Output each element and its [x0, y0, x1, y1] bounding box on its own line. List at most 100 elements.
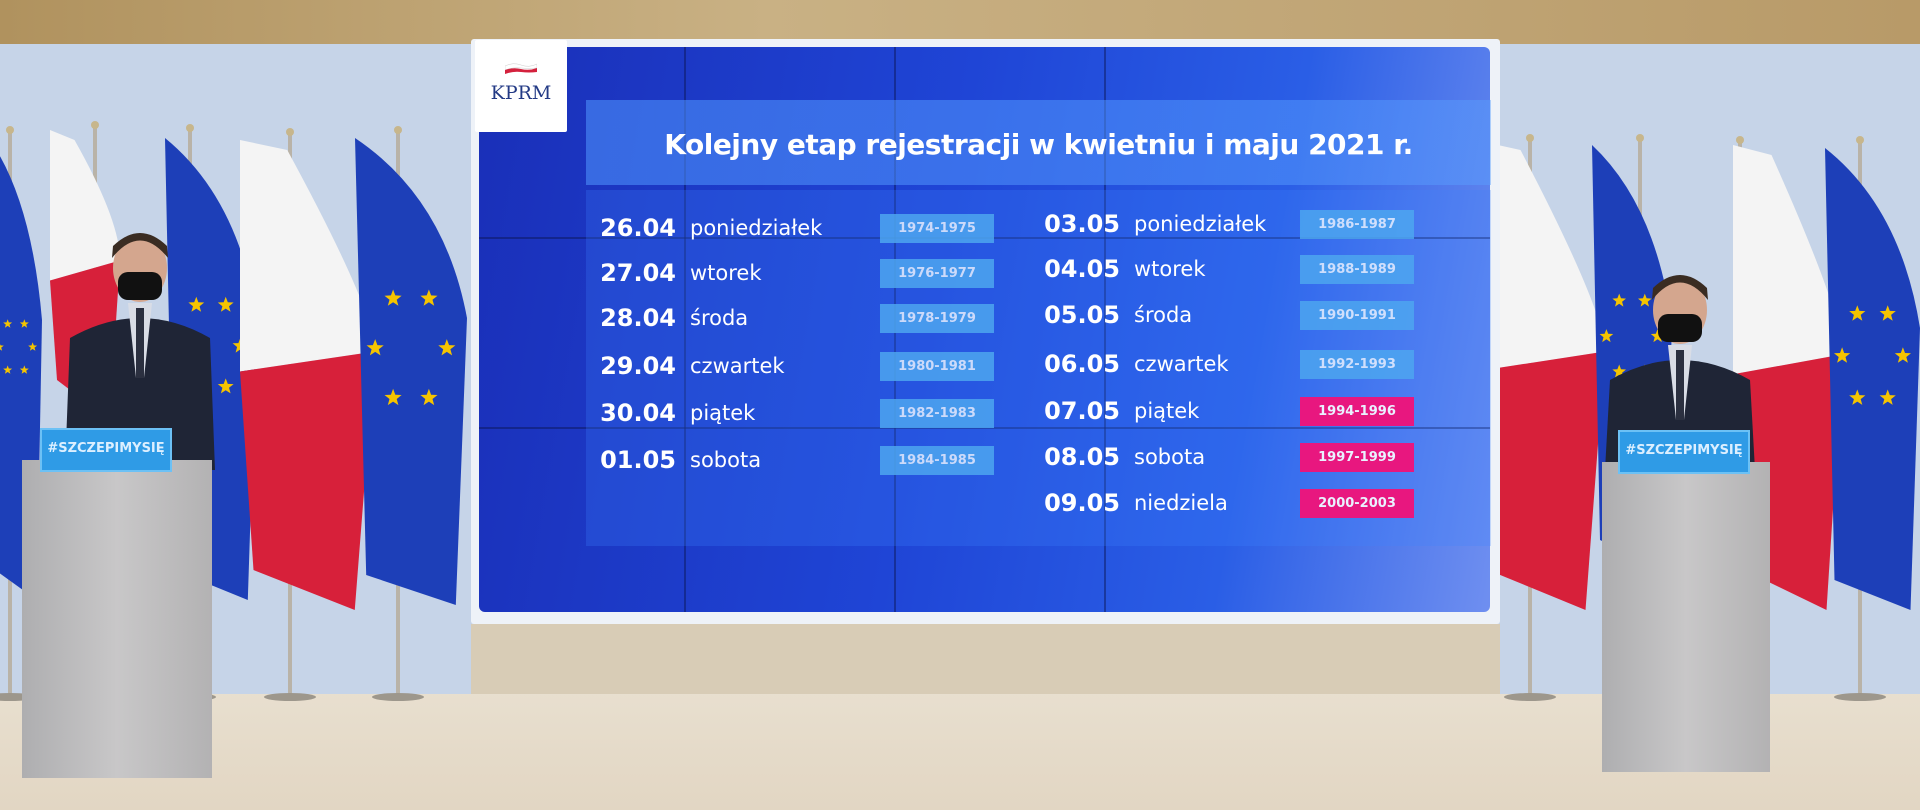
pole-finial	[91, 121, 99, 129]
eu-star-icon	[217, 296, 234, 312]
pole-finial	[1736, 136, 1744, 144]
eu-star-icon	[28, 342, 38, 351]
eu-star-icon	[384, 388, 402, 406]
polish-flag-red	[1475, 351, 1605, 610]
flag-stand	[1834, 693, 1886, 701]
eu-star-icon	[384, 289, 402, 306]
schedule-date: 30.04	[600, 399, 676, 427]
eu-star-icon	[1612, 293, 1626, 307]
pole-finial	[6, 126, 14, 134]
left-speaker-tie	[136, 308, 144, 378]
schedule-weekday: środa	[1134, 303, 1193, 327]
schedule-weekday: piątek	[1134, 399, 1200, 423]
eu-star-icon	[1849, 305, 1866, 321]
right-speaker-tie	[1676, 350, 1684, 420]
schedule-weekday: czwartek	[690, 354, 785, 378]
title-band	[586, 100, 1491, 185]
pole-finial	[1526, 134, 1534, 142]
eu-star-icon	[1834, 347, 1851, 363]
right-speaker-face-mask-icon	[1658, 314, 1702, 342]
right-podium-sign: #SZCZEPIMYSIĘ	[1618, 430, 1750, 474]
right-speaker-hair	[1652, 275, 1708, 300]
eu-star-icon	[3, 319, 13, 328]
birth-years-badge: 2000-2003	[1300, 489, 1414, 518]
schedule-date: 27.04	[600, 259, 676, 287]
birth-years-badge: 1994-1996	[1300, 397, 1414, 426]
eu-star-icon	[19, 365, 29, 374]
schedule-weekday: wtorek	[1134, 257, 1206, 281]
eu-star-icon	[217, 378, 234, 394]
schedule-date: 03.05	[1044, 210, 1120, 238]
polish-flag-white	[1475, 140, 1605, 372]
kprm-logo-text: KPRM	[490, 82, 552, 104]
eu-star-icon	[1650, 329, 1665, 343]
eu-star-icon	[3, 365, 13, 374]
eu-star-icon	[420, 289, 438, 306]
pole-finial	[394, 126, 402, 134]
schedule-weekday: poniedziałek	[1134, 212, 1267, 236]
schedule-date: 28.04	[600, 304, 676, 332]
flag-stand	[372, 693, 424, 701]
eu-flag	[1825, 148, 1920, 610]
screen-title: Kolejny etap rejestracji w kwietniu i ma…	[664, 128, 1413, 161]
birth-years-badge: 1992-1993	[1300, 350, 1414, 379]
schedule-weekday: niedziela	[1134, 491, 1228, 515]
eu-star-icon	[420, 388, 438, 406]
schedule-weekday: sobota	[1134, 445, 1206, 469]
schedule-date: 26.04	[600, 214, 676, 242]
left-speaker-face-mask-icon	[118, 272, 162, 300]
ceiling-wood-band	[0, 0, 1920, 44]
pole-finial	[1636, 134, 1644, 142]
schedule-date: 06.05	[1044, 350, 1120, 378]
schedule-date: 07.05	[1044, 397, 1120, 425]
pole-finial	[286, 128, 294, 136]
eu-star-icon	[1894, 347, 1911, 363]
polish-flag-red	[240, 351, 375, 610]
pole-finial	[1856, 136, 1864, 144]
polish-eagle-flag-icon	[505, 63, 537, 74]
birth-years-badge: 1978-1979	[880, 304, 994, 333]
pole-finial	[186, 124, 194, 132]
flag-stand	[1504, 693, 1556, 701]
birth-years-badge: 1997-1999	[1300, 443, 1414, 472]
left-podium	[22, 460, 212, 778]
eu-star-icon	[1849, 389, 1866, 405]
eu-star-icon	[1599, 329, 1614, 343]
polish-flag-white	[50, 130, 120, 281]
polish-flag-white	[1733, 145, 1843, 375]
polish-flag-white	[240, 140, 375, 372]
schedule-date: 29.04	[600, 352, 676, 380]
birth-years-badge: 1988-1989	[1300, 255, 1414, 284]
birth-years-badge: 1982-1983	[880, 399, 994, 428]
schedule-weekday: wtorek	[690, 261, 762, 285]
schedule-date: 01.05	[600, 446, 676, 474]
flag-stand	[264, 693, 316, 701]
left-speaker-hair	[112, 233, 168, 258]
birth-years-badge: 1986-1987	[1300, 210, 1414, 239]
eu-star-icon	[438, 339, 456, 356]
birth-years-badge: 1990-1991	[1300, 301, 1414, 330]
screen-base-panel	[471, 624, 1500, 694]
schedule-weekday: środa	[690, 306, 749, 330]
schedule-date: 05.05	[1044, 301, 1120, 329]
kprm-logo: KPRM	[475, 40, 567, 132]
right-podium	[1602, 462, 1770, 772]
birth-years-badge: 1974-1975	[880, 214, 994, 243]
stage-floor	[0, 692, 1920, 810]
birth-years-badge: 1984-1985	[880, 446, 994, 475]
eu-star-icon	[1879, 305, 1896, 321]
schedule-weekday: poniedziałek	[690, 216, 823, 240]
eu-star-icon	[1638, 293, 1652, 307]
schedule-weekday: czwartek	[1134, 352, 1229, 376]
eu-flag	[355, 138, 467, 605]
schedule-date: 08.05	[1044, 443, 1120, 471]
schedule-weekday: sobota	[690, 448, 762, 472]
birth-years-badge: 1980-1981	[880, 352, 994, 381]
left-podium-sign: #SZCZEPIMYSIĘ	[40, 428, 172, 472]
eu-star-icon	[0, 343, 4, 351]
schedule-date: 09.05	[1044, 489, 1120, 517]
schedule-weekday: piątek	[690, 401, 756, 425]
eu-star-icon	[188, 296, 205, 312]
eu-star-icon	[366, 339, 384, 356]
eu-star-icon	[1612, 364, 1626, 378]
